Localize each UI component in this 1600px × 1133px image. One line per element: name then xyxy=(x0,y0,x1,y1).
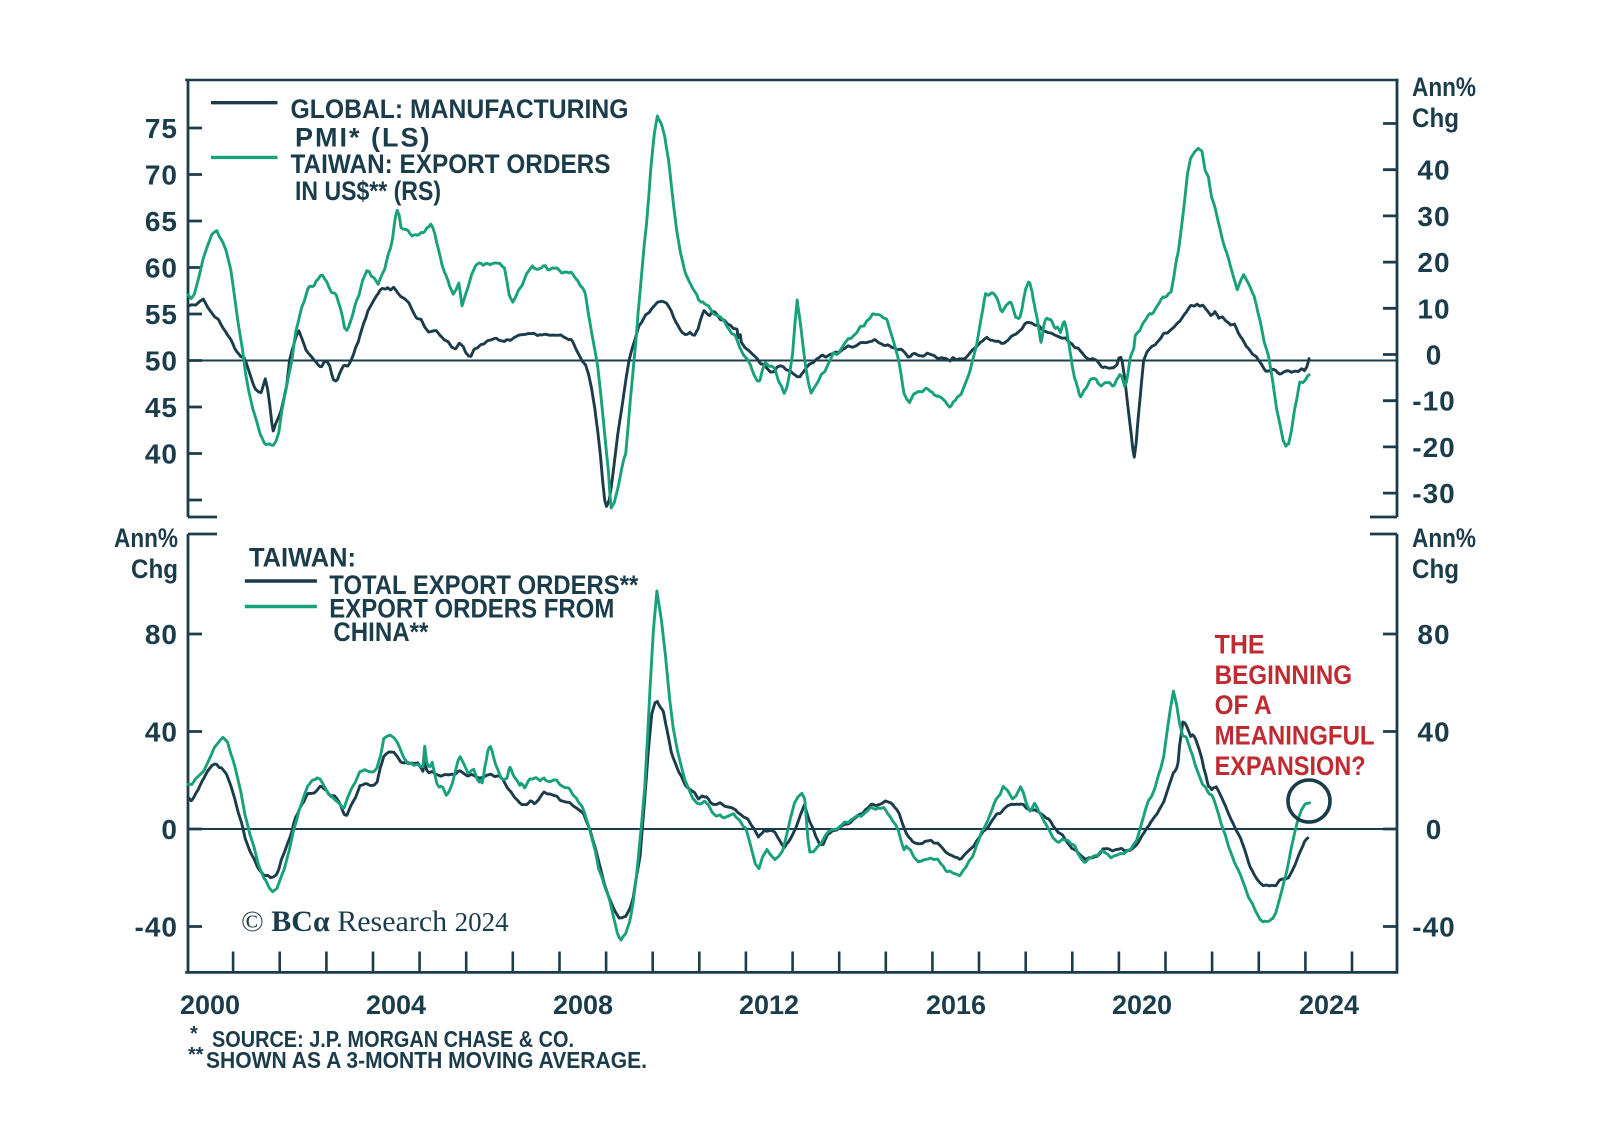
svg-text:SOURCE: J.P. MORGAN CHASE & CO: SOURCE: J.P. MORGAN CHASE & CO. xyxy=(212,1026,574,1052)
svg-text:*: * xyxy=(190,1023,198,1045)
svg-text:2020: 2020 xyxy=(1112,990,1172,1020)
svg-text:Ann%: Ann% xyxy=(1412,523,1476,553)
svg-text:-10: -10 xyxy=(1412,386,1455,417)
svg-text:30: 30 xyxy=(1417,201,1450,232)
svg-text:THE: THE xyxy=(1215,630,1265,660)
svg-text:**: ** xyxy=(188,1044,204,1066)
svg-text:TAIWAN:: TAIWAN: xyxy=(249,543,356,573)
svg-text:80: 80 xyxy=(145,619,178,650)
svg-text:IN US$** (RS): IN US$** (RS) xyxy=(295,176,441,206)
svg-text:-40: -40 xyxy=(135,912,178,943)
svg-text:-40: -40 xyxy=(1412,912,1455,943)
svg-text:60: 60 xyxy=(145,253,178,284)
svg-text:Ann%: Ann% xyxy=(1412,72,1476,102)
svg-text:65: 65 xyxy=(145,206,178,237)
svg-text:OF A: OF A xyxy=(1215,690,1272,720)
svg-text:Chg: Chg xyxy=(1412,554,1459,584)
svg-text:0: 0 xyxy=(1426,814,1443,845)
svg-text:TOTAL EXPORT ORDERS**: TOTAL EXPORT ORDERS** xyxy=(329,570,638,600)
svg-text:MEANINGFUL: MEANINGFUL xyxy=(1215,721,1375,751)
svg-text:10: 10 xyxy=(1417,293,1450,324)
svg-text:40: 40 xyxy=(145,717,178,748)
svg-text:40: 40 xyxy=(145,439,178,470)
svg-text:2008: 2008 xyxy=(553,990,613,1020)
svg-text:2000: 2000 xyxy=(180,990,240,1020)
svg-text:CHINA**: CHINA** xyxy=(333,617,428,647)
svg-text:Ann%: Ann% xyxy=(114,523,178,553)
svg-text:2016: 2016 xyxy=(926,990,986,1020)
svg-text:PMI* (LS): PMI* (LS) xyxy=(295,123,432,153)
svg-text:© BCα Research 2024: © BCα Research 2024 xyxy=(241,905,509,938)
svg-text:BEGINNING: BEGINNING xyxy=(1215,660,1353,690)
svg-text:50: 50 xyxy=(145,346,178,377)
svg-text:-30: -30 xyxy=(1412,478,1455,509)
svg-text:40: 40 xyxy=(1417,155,1450,186)
svg-text:20: 20 xyxy=(1417,247,1450,278)
svg-text:55: 55 xyxy=(145,299,178,330)
svg-text:80: 80 xyxy=(1417,619,1450,650)
svg-text:GLOBAL: MANUFACTURING: GLOBAL: MANUFACTURING xyxy=(291,94,629,124)
svg-text:Chg: Chg xyxy=(1412,103,1459,133)
svg-text:0: 0 xyxy=(161,814,178,845)
svg-text:-20: -20 xyxy=(1412,432,1455,463)
svg-text:2012: 2012 xyxy=(739,990,799,1020)
svg-text:EXPORT ORDERS FROM: EXPORT ORDERS FROM xyxy=(329,594,614,624)
svg-text:EXPANSION?: EXPANSION? xyxy=(1215,751,1366,781)
svg-text:2024: 2024 xyxy=(1299,990,1359,1020)
svg-text:Chg: Chg xyxy=(131,554,178,584)
svg-text:45: 45 xyxy=(145,392,178,423)
svg-text:SHOWN AS A 3-MONTH MOVING AVER: SHOWN AS A 3-MONTH MOVING AVERAGE. xyxy=(206,1047,647,1073)
svg-text:TAIWAN: EXPORT ORDERS: TAIWAN: EXPORT ORDERS xyxy=(291,149,611,179)
svg-text:2004: 2004 xyxy=(366,990,426,1020)
svg-text:75: 75 xyxy=(145,113,178,144)
svg-text:40: 40 xyxy=(1417,717,1450,748)
svg-text:0: 0 xyxy=(1426,340,1443,371)
svg-text:70: 70 xyxy=(145,160,178,191)
